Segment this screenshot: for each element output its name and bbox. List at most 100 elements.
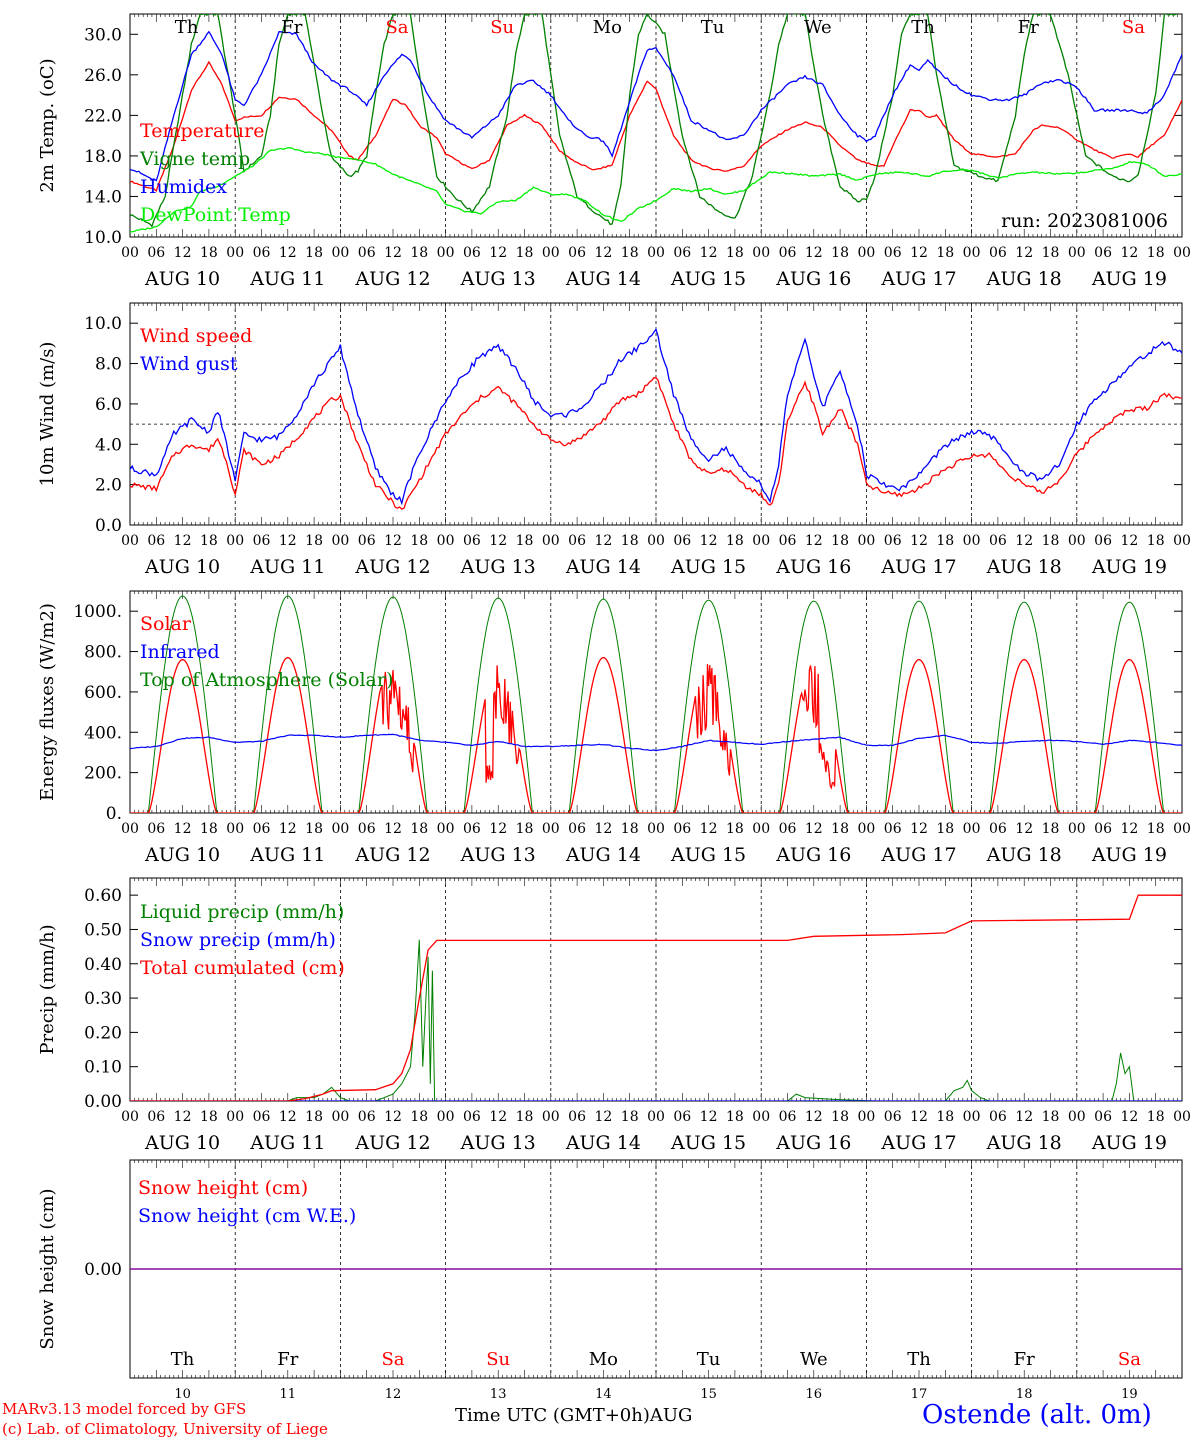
x-hour-label: 00	[437, 245, 455, 261]
x-hour-label: 00	[1173, 821, 1191, 837]
day-number-label: 10	[174, 1387, 191, 1402]
x-date-label: AUG 13	[460, 268, 536, 290]
x-hour-label: 06	[358, 1109, 376, 1125]
x-hour-label: 00	[542, 821, 560, 837]
x-hour-label: 06	[884, 245, 902, 261]
x-date-label: AUG 18	[986, 844, 1062, 866]
x-date-label: AUG 16	[775, 268, 851, 290]
x-hour-label: 12	[700, 821, 718, 837]
day-number-label: 15	[700, 1387, 717, 1402]
x-hour-label: 06	[673, 245, 691, 261]
model-credit: MARv3.13 model forced by GFS	[2, 1400, 247, 1418]
x-hour-label: 12	[910, 821, 928, 837]
x-hour-label: 06	[568, 533, 586, 549]
x-date-label: AUG 19	[1091, 1132, 1167, 1154]
x-hour-label: 06	[884, 1109, 902, 1125]
x-hour-label: 06	[253, 533, 271, 549]
x-hour-label: 12	[279, 1109, 297, 1125]
y-tick-label: 0.00	[84, 1092, 122, 1112]
y-tick-label: 30.0	[84, 25, 122, 45]
x-hour-label: 00	[1068, 821, 1086, 837]
x-hour-label: 12	[279, 245, 297, 261]
x-hour-label: 06	[253, 245, 271, 261]
x-hour-label: 18	[936, 533, 954, 549]
x-hour-label: 06	[989, 1109, 1007, 1125]
toa-solar-line	[130, 595, 1182, 813]
y-tick-label: 0.30	[84, 989, 122, 1009]
x-hour-label: 00	[963, 821, 981, 837]
legend-entry: Solar	[140, 613, 192, 635]
x-hour-label: 12	[384, 1109, 402, 1125]
day-number-label: 14	[595, 1387, 612, 1402]
dow-label-bottom: Fr	[1014, 1349, 1035, 1370]
legend-entry: Snow height (cm W.E.)	[138, 1205, 356, 1227]
legend-entry: Total cumulated (cm)	[140, 957, 345, 979]
x-hour-label: 00	[647, 245, 665, 261]
x-hour-label: 06	[989, 533, 1007, 549]
legend-entry: Infrared	[140, 641, 220, 663]
x-date-label: AUG 10	[144, 1132, 220, 1154]
x-hour-label: 00	[752, 533, 770, 549]
x-hour-label: 18	[1147, 1109, 1165, 1125]
x-hour-label: 18	[726, 1109, 744, 1125]
x-hour-label: 18	[516, 821, 534, 837]
x-hour-label: 00	[1068, 533, 1086, 549]
x-hour-label: 12	[279, 533, 297, 549]
x-hour-label: 12	[1120, 533, 1138, 549]
dow-label-top: Fr	[281, 17, 302, 38]
dow-label-bottom: Fr	[277, 1349, 298, 1370]
x-hour-label: 00	[857, 1109, 875, 1125]
legend-entry: Top of Atmosphere (Solar)	[140, 669, 393, 691]
y-tick-label: 2.0	[95, 476, 122, 496]
series-group	[130, 595, 1182, 813]
x-hour-label: 12	[174, 245, 192, 261]
x-hour-label: 06	[568, 1109, 586, 1125]
y-tick-label: 8.0	[95, 355, 122, 375]
x-hour-label: 00	[752, 245, 770, 261]
x-hour-label: 06	[568, 821, 586, 837]
dew-line	[130, 147, 1182, 233]
x-hour-label: 18	[200, 821, 218, 837]
y-tick-label: 0.60	[84, 886, 122, 906]
x-hour-label: 18	[936, 245, 954, 261]
x-hour-label: 18	[1042, 533, 1060, 549]
x-hour-label: 12	[805, 821, 823, 837]
y-tick-label: 26.0	[84, 66, 122, 86]
x-date-label: AUG 15	[670, 268, 746, 290]
x-date-label: AUG 13	[460, 844, 536, 866]
x-hour-label: 12	[594, 245, 612, 261]
x-hour-label: 00	[752, 821, 770, 837]
y-tick-label: 0.40	[84, 955, 122, 975]
lab-credit: (c) Lab. of Climatology, University of L…	[2, 1420, 328, 1438]
x-hour-label: 06	[147, 1109, 165, 1125]
y-axis-label: Precip (mm/h)	[37, 924, 58, 1054]
x-hour-label: 18	[936, 1109, 954, 1125]
x-hour-label: 12	[805, 1109, 823, 1125]
legend-entry: Vigne temp	[139, 148, 250, 170]
x-hour-label: 00	[857, 245, 875, 261]
x-hour-label: 12	[1015, 245, 1033, 261]
x-hour-label: 12	[910, 533, 928, 549]
dow-label-top: Tu	[701, 17, 725, 38]
y-axis-label: Snow height (cm)	[37, 1188, 58, 1349]
dow-label-bottom: Tu	[697, 1349, 721, 1370]
x-hour-label: 00	[226, 1109, 244, 1125]
x-hour-label: 12	[489, 1109, 507, 1125]
x-hour-label: 06	[253, 821, 271, 837]
x-hour-label: 00	[226, 821, 244, 837]
x-hour-label: 00	[226, 533, 244, 549]
x-hour-label: 12	[1120, 821, 1138, 837]
x-hour-label: 18	[726, 821, 744, 837]
month-label: AUG	[649, 1405, 693, 1426]
x-hour-label: 18	[516, 1109, 534, 1125]
x-hour-label: 12	[384, 821, 402, 837]
x-hour-label: 18	[305, 533, 323, 549]
x-hour-label: 18	[1042, 821, 1060, 837]
humidex-line	[130, 30, 1182, 182]
x-hour-label: 00	[121, 1109, 139, 1125]
x-date-label: AUG 15	[670, 1132, 746, 1154]
y-tick-label: 18.0	[84, 147, 122, 167]
y-tick-label: 0.10	[84, 1058, 122, 1078]
x-hour-label: 00	[1173, 245, 1191, 261]
x-date-label: AUG 12	[354, 556, 430, 578]
